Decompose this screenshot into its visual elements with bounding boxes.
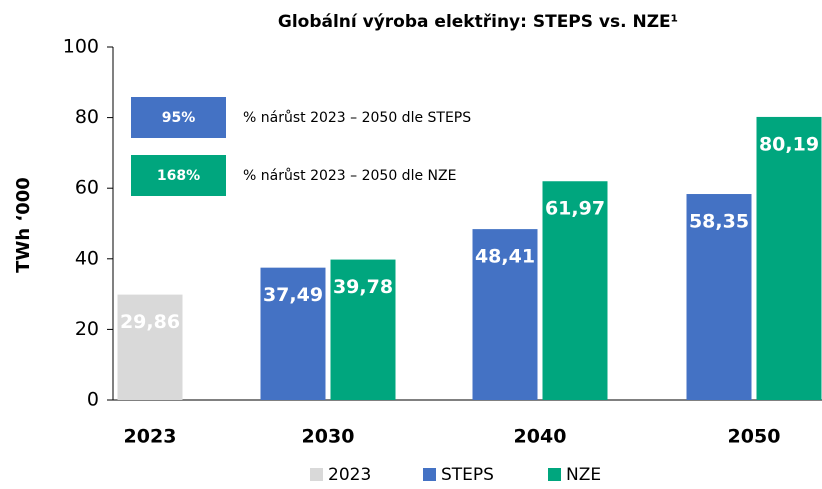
annotation-badge-text: 95% xyxy=(162,110,196,126)
bar xyxy=(472,229,538,400)
y-tick-label: 20 xyxy=(75,318,99,340)
value-label: 37,49 xyxy=(263,284,323,306)
bar xyxy=(117,294,183,400)
legend-swatch xyxy=(548,468,561,481)
value-label: 29,86 xyxy=(120,311,180,333)
value-label: 39,78 xyxy=(333,276,393,298)
legend-swatch xyxy=(423,468,436,481)
y-tick-label: 40 xyxy=(75,247,99,269)
legend-label: 2023 xyxy=(328,465,371,485)
annotation-badge xyxy=(131,155,226,196)
bar xyxy=(260,267,326,400)
y-tick-label: 60 xyxy=(75,177,99,199)
bar xyxy=(686,194,752,400)
value-label: 61,97 xyxy=(545,198,605,220)
bar xyxy=(330,259,396,400)
value-label: 48,41 xyxy=(475,246,535,268)
annotation-text: % nárůst 2023 – 2050 dle NZE xyxy=(243,168,456,184)
annotation-badge xyxy=(131,97,226,138)
annotation-badge-text: 168% xyxy=(157,168,200,184)
x-tick-label: 2023 xyxy=(124,426,177,448)
x-tick-label: 2030 xyxy=(302,426,355,448)
value-label: 80,19 xyxy=(759,133,819,155)
x-tick-label: 2050 xyxy=(728,426,781,448)
legend-label: NZE xyxy=(566,465,601,485)
y-tick-label: 0 xyxy=(87,389,99,411)
chart-title: Globální výroba elektřiny: STEPS vs. NZE… xyxy=(278,12,678,32)
y-tick-label: 100 xyxy=(63,36,99,58)
bar xyxy=(756,116,822,401)
x-tick-label: 2040 xyxy=(514,426,567,448)
legend-swatch xyxy=(310,468,323,481)
y-tick-label: 80 xyxy=(75,106,99,128)
value-label: 58,35 xyxy=(689,211,749,233)
legend-label: STEPS xyxy=(441,465,494,485)
bar xyxy=(542,181,608,400)
annotation-text: % nárůst 2023 – 2050 dle STEPS xyxy=(243,110,471,126)
y-axis-label: TWh ‘000 xyxy=(13,177,34,273)
